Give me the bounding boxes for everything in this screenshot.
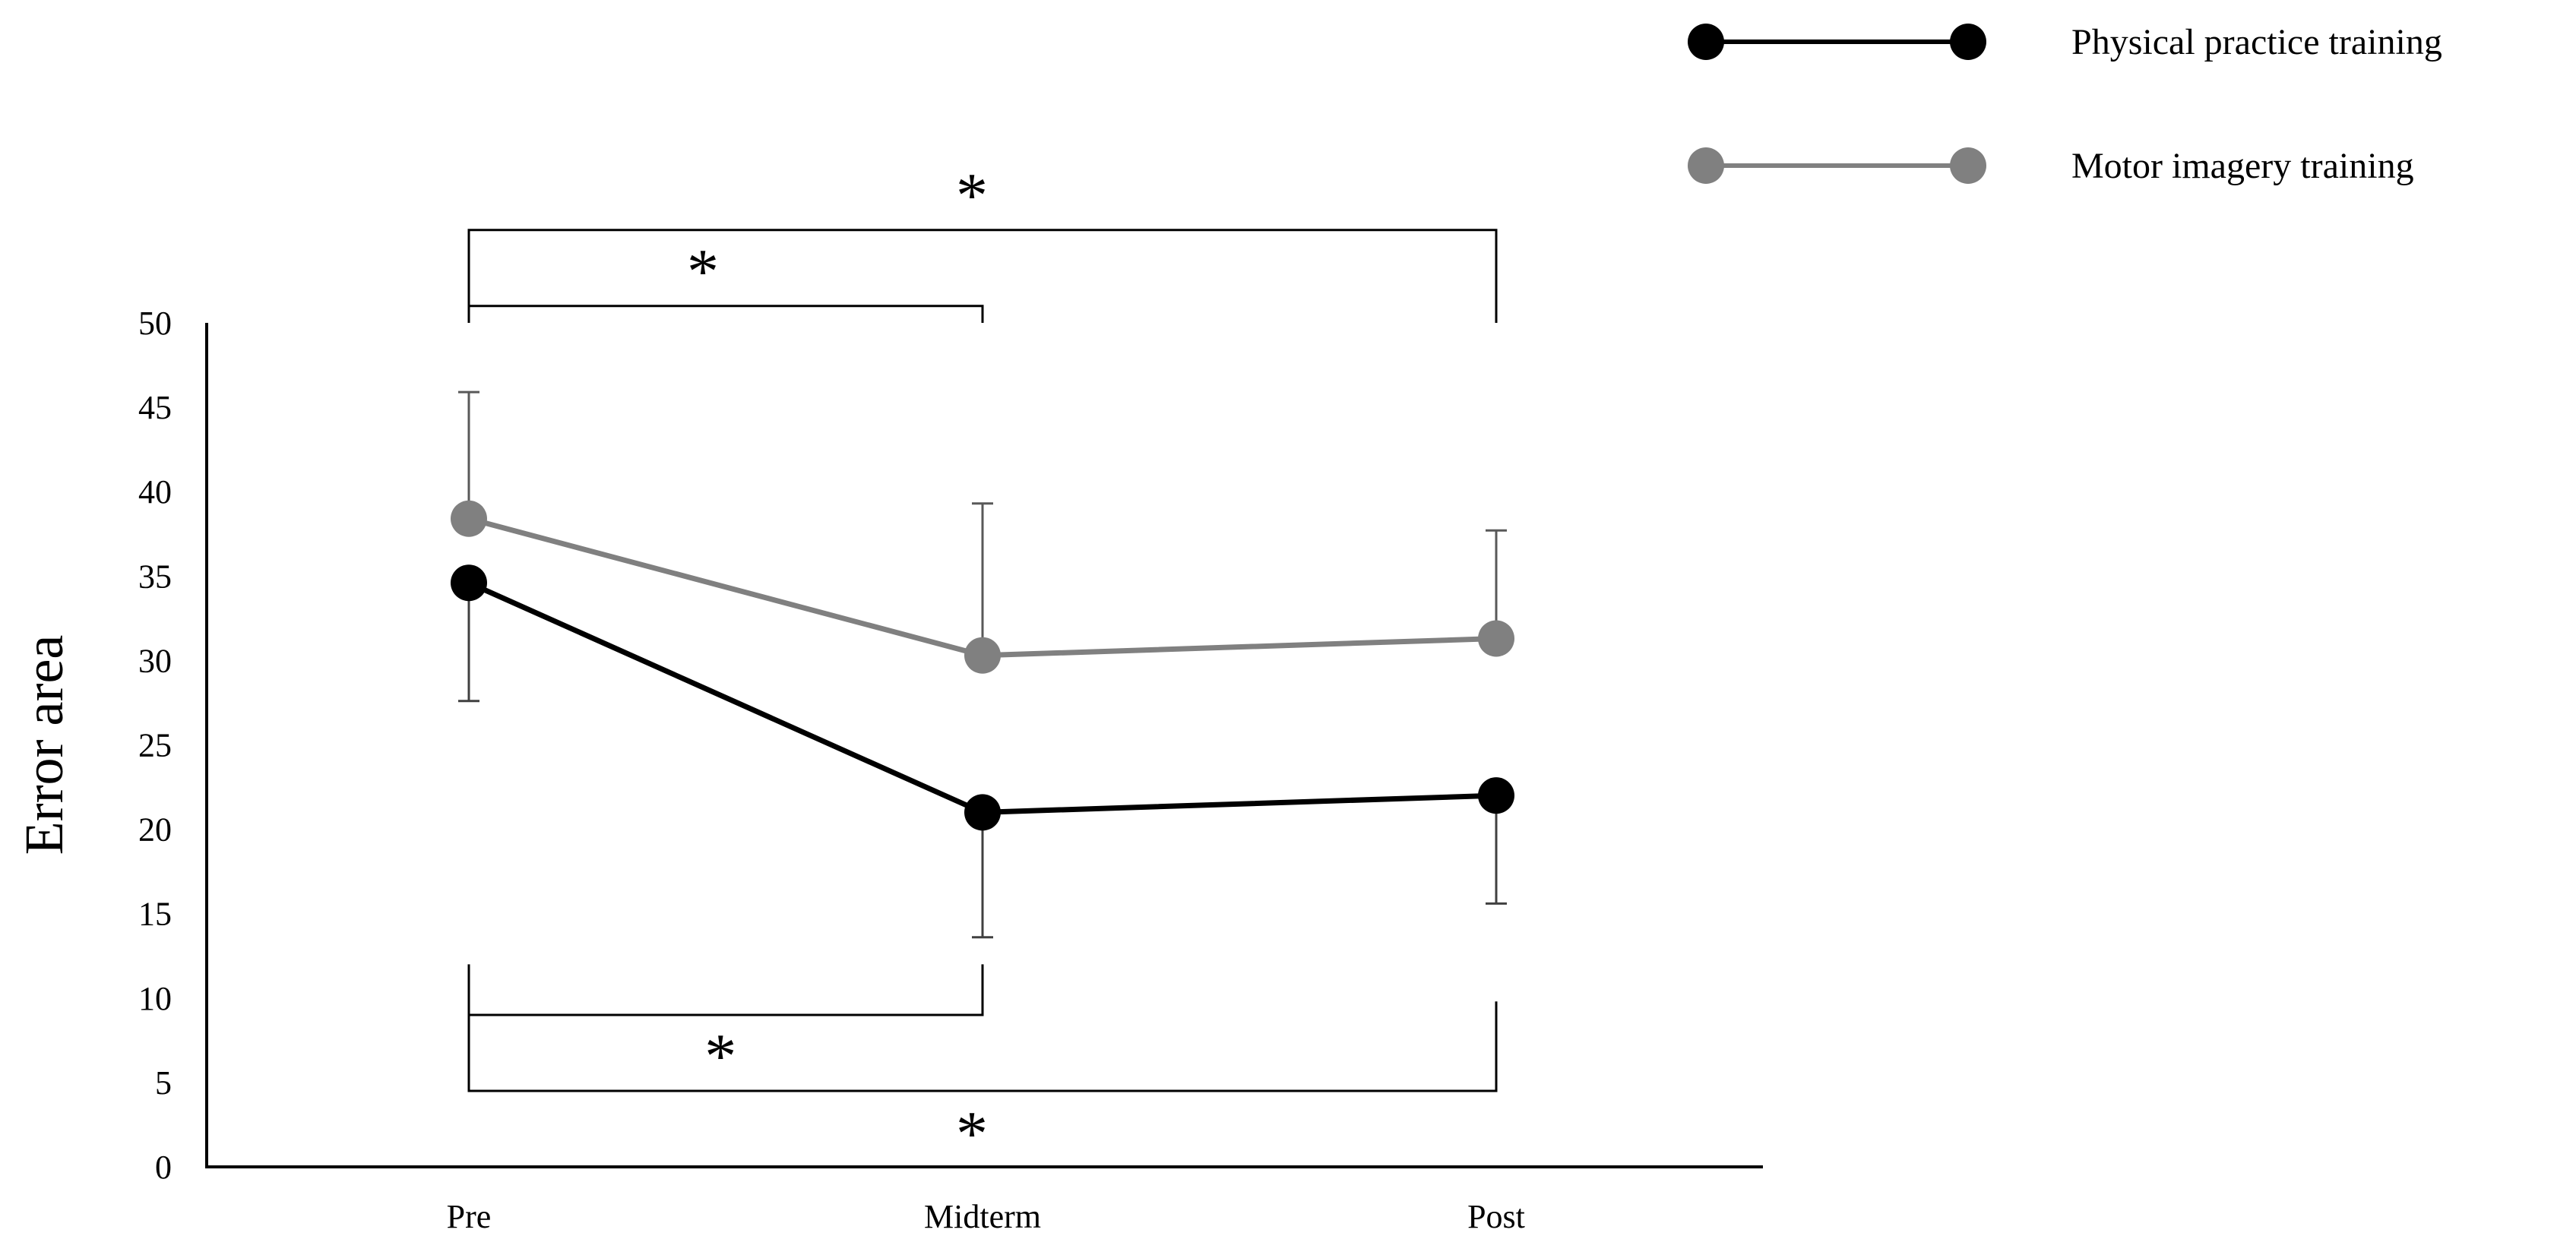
legend-label: Physical practice training bbox=[2071, 22, 2442, 62]
significance-bracket bbox=[467, 229, 1498, 323]
data-point bbox=[451, 564, 487, 602]
significance-star: * bbox=[687, 236, 719, 307]
data-point bbox=[964, 794, 1001, 831]
legend-marker bbox=[1688, 147, 1724, 184]
significance-star: * bbox=[704, 1021, 736, 1092]
significance-star: * bbox=[956, 160, 988, 231]
significance-brackets: * * * * bbox=[467, 160, 1498, 1169]
x-tick-label: Pre bbox=[447, 1198, 492, 1235]
legend: Physical practice training Motor imagery … bbox=[1688, 22, 2442, 186]
significance-star: * bbox=[956, 1099, 988, 1169]
x-tick-label: Post bbox=[1467, 1198, 1525, 1235]
data-point bbox=[964, 637, 1001, 674]
data-point bbox=[451, 500, 487, 537]
y-tick-label: 25 bbox=[138, 727, 172, 764]
y-tick-label: 10 bbox=[138, 980, 172, 1017]
y-tick-label: 30 bbox=[138, 642, 172, 679]
significance-bracket bbox=[467, 305, 984, 323]
y-tick-label: 0 bbox=[155, 1149, 172, 1186]
y-tick-label: 35 bbox=[138, 558, 172, 595]
y-tick-labels: 0 5 10 15 20 25 30 35 40 45 50 bbox=[138, 305, 172, 1186]
legend-marker bbox=[1950, 24, 1986, 60]
data-point bbox=[1478, 777, 1514, 814]
x-tick-label: Midterm bbox=[924, 1198, 1041, 1235]
error-bars bbox=[458, 390, 1507, 939]
y-tick-label: 50 bbox=[138, 305, 172, 342]
legend-entry: Motor imagery training bbox=[1688, 146, 2414, 186]
legend-label: Motor imagery training bbox=[2071, 146, 2414, 186]
data-point bbox=[1478, 620, 1514, 657]
y-axis-label: Error area bbox=[14, 635, 74, 855]
significance-bracket bbox=[467, 964, 984, 1016]
legend-marker bbox=[1688, 24, 1724, 60]
y-tick-label: 45 bbox=[138, 389, 172, 426]
y-tick-label: 20 bbox=[138, 811, 172, 849]
significance-bracket bbox=[467, 1001, 1498, 1092]
legend-marker bbox=[1950, 147, 1986, 184]
legend-entry: Physical practice training bbox=[1688, 22, 2442, 62]
data-points bbox=[451, 500, 1514, 831]
x-tick-labels: Pre Midterm Post bbox=[447, 1198, 1525, 1235]
y-tick-label: 5 bbox=[155, 1064, 172, 1102]
y-tick-label: 15 bbox=[138, 896, 172, 933]
y-tick-label: 40 bbox=[138, 473, 172, 511]
axes bbox=[205, 323, 1763, 1168]
